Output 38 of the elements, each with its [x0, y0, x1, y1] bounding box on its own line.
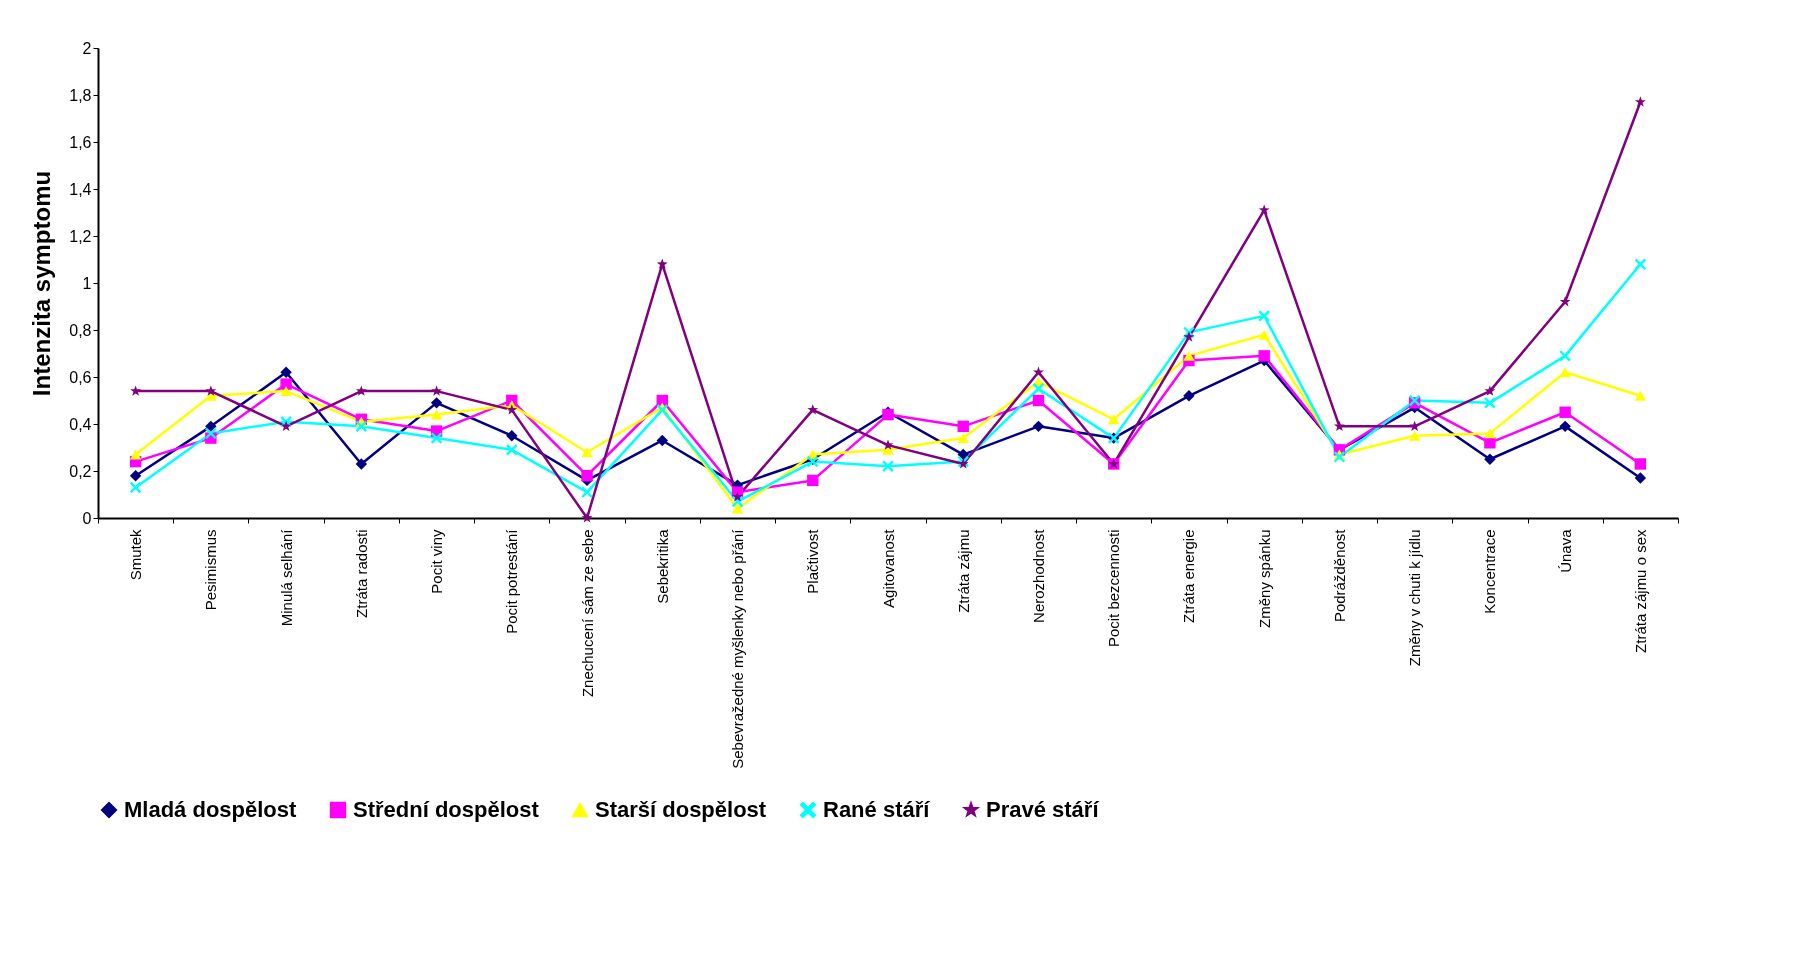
x-tick-label: Pesimismus	[202, 529, 220, 611]
legend-label: Mladá dospělost	[124, 797, 298, 822]
legend-label: Starší dospělost	[595, 797, 767, 822]
x-tick-label: Sebekritika	[653, 528, 671, 604]
legend-label: Střední dospělost	[353, 797, 540, 822]
y-tick-label: 0,4	[69, 415, 92, 433]
y-tick-label: 1,2	[69, 227, 92, 245]
x-tick-label: Ztráta energie	[1180, 529, 1198, 623]
y-tick-label: 1,6	[69, 133, 92, 151]
x-tick-label: Minulá selhání	[277, 528, 295, 627]
y-tick-label: 0	[82, 509, 92, 527]
x-tick-label: Plačtivost	[804, 528, 822, 594]
legend-label: Rané stáří	[823, 797, 931, 822]
x-tick-label: Agitovanost	[879, 528, 897, 608]
y-tick-label: 0,2	[69, 462, 92, 480]
x-tick-label: Koncentrace	[1481, 529, 1499, 614]
y-axis-title: Intenzita symptomu	[28, 170, 56, 397]
x-tick-label: Smutek	[127, 529, 145, 581]
x-tick-label: Únava	[1556, 528, 1574, 573]
x-tick-label: Pocit bezcennosti	[1105, 529, 1123, 648]
x-tick-label: Změny spánku	[1255, 529, 1273, 628]
x-tick-label: Pocit potrestání	[503, 528, 521, 634]
x-tick-label: Ztráta zájmu	[954, 529, 972, 613]
y-tick-label: 0,6	[69, 368, 92, 386]
x-tick-label: Pocit viny	[428, 529, 446, 594]
y-tick-label: 1,8	[69, 86, 92, 104]
x-tick-label: Změny v chuti k jídlu	[1406, 529, 1424, 667]
x-tick-label: Podrážděnost	[1330, 528, 1348, 623]
y-tick-label: 1,4	[69, 180, 92, 198]
legend-label: Pravé stáří	[986, 797, 1100, 822]
x-tick-label: Znechucení sám ze sebe	[578, 529, 596, 698]
y-tick-label: 0,8	[69, 321, 92, 339]
x-tick-label: Ztráta zájmu o sex	[1631, 529, 1649, 653]
x-tick-label: Nerozhodnost	[1029, 528, 1047, 623]
x-tick-label: Sebevražedné myšlenky nebo přání	[729, 528, 747, 769]
y-tick-label: 1	[82, 274, 92, 292]
y-tick-label: 2	[82, 39, 92, 57]
x-tick-label: Ztráta radosti	[352, 529, 370, 618]
